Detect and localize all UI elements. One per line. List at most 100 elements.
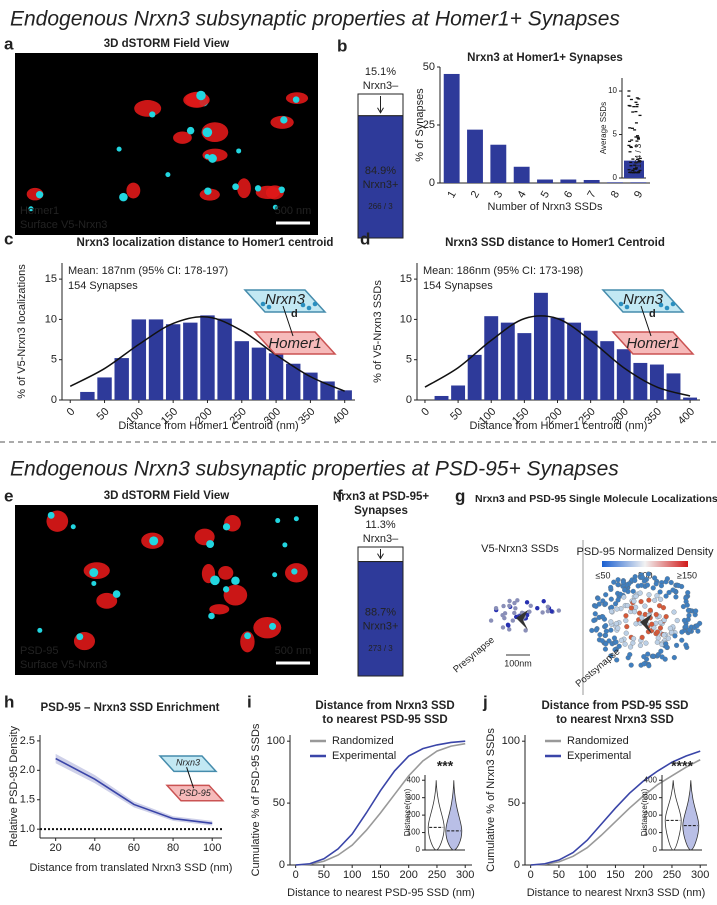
localization	[645, 651, 651, 657]
localization	[602, 601, 609, 607]
red-cluster	[96, 592, 118, 609]
cyan-spot	[272, 204, 278, 210]
localization	[653, 581, 659, 587]
data-point	[629, 165, 633, 167]
localization	[679, 637, 685, 643]
cyan-spot	[272, 572, 278, 578]
colorbar-label: ≤50	[596, 570, 611, 580]
x-tick-label: 0	[528, 869, 534, 881]
y-tick-label: 400	[407, 775, 421, 784]
data-point	[633, 129, 637, 131]
data-point	[633, 168, 637, 170]
x-tick-label: 60	[128, 842, 140, 854]
y-axis-label: Cumulative % of Nrxn3 SSDs	[485, 728, 497, 872]
x-tick-label: 250	[663, 869, 681, 881]
bar	[560, 179, 577, 183]
violin	[664, 780, 682, 851]
cyan-spot	[149, 536, 159, 546]
annotation: Mean: 187nm (95% CI: 178-197)	[68, 265, 228, 277]
x-tick-label: 8	[609, 189, 622, 200]
data-point	[636, 136, 640, 138]
y-tick-label: 0	[416, 845, 421, 854]
cyan-spot	[232, 183, 239, 191]
localization	[658, 648, 664, 654]
y-tick-label: 0	[653, 845, 658, 854]
localization	[683, 642, 689, 648]
cyan-spot	[291, 568, 298, 575]
localization	[658, 583, 664, 589]
localization	[657, 625, 664, 631]
series-line	[530, 750, 701, 866]
localization	[676, 583, 682, 589]
localization	[633, 604, 639, 610]
localization	[613, 601, 619, 607]
data-point	[634, 110, 638, 113]
legend-label: Randomized	[567, 735, 629, 747]
cyan-spot	[112, 590, 121, 598]
cyan-spot	[280, 116, 288, 124]
localization	[627, 644, 634, 650]
localization	[528, 603, 533, 608]
localization	[628, 605, 635, 611]
localization	[645, 571, 652, 577]
bar	[607, 182, 623, 183]
fit-curve	[424, 315, 691, 397]
cyan-spot	[47, 511, 55, 519]
x-tick-label: 4	[515, 189, 528, 200]
localization	[655, 635, 661, 641]
cyan-spot	[119, 192, 128, 202]
y-tick-label: 300	[407, 793, 421, 802]
cyan-spot	[35, 191, 44, 199]
bar	[217, 318, 232, 400]
x-tick-label: 100	[203, 842, 221, 854]
localization	[493, 605, 499, 611]
localization	[630, 588, 636, 594]
y-tick-label: 0	[613, 173, 618, 182]
localization	[501, 603, 506, 609]
localization	[638, 599, 644, 605]
cyan-spot	[149, 111, 156, 118]
localization	[513, 606, 518, 611]
localization	[549, 609, 554, 614]
schematic-dot	[306, 305, 312, 311]
panel-label: j	[482, 692, 488, 711]
cyan-spot	[76, 633, 84, 641]
annotation: 154 Synapses	[68, 280, 138, 292]
schematic-arrow	[640, 305, 652, 337]
y-axis-label: Relative PSD-95 Density	[8, 725, 20, 847]
scale-label: 500 nm	[275, 645, 312, 657]
localization	[597, 632, 603, 638]
data-point	[629, 161, 633, 164]
localization	[507, 598, 512, 604]
bar	[303, 372, 318, 400]
bar	[550, 317, 565, 400]
cyan-spot	[244, 632, 252, 640]
y-tick-label: 10	[608, 86, 617, 95]
y-axis-label: Distance(nm)	[640, 788, 649, 836]
x-axis-label: Distance from Homer1 centroid (nm)	[470, 420, 648, 432]
x-tick-label: 3	[492, 189, 505, 200]
data-point	[634, 136, 638, 138]
localization	[540, 610, 545, 615]
panel-label: e	[4, 486, 13, 505]
y-tick-label: 25	[423, 119, 435, 131]
localization	[502, 615, 507, 621]
localization	[670, 587, 676, 593]
bar	[467, 354, 482, 400]
panel-label: h	[4, 692, 14, 711]
localization	[623, 630, 629, 636]
bar	[251, 347, 267, 400]
value-label: 88.7%	[365, 607, 396, 619]
localization	[686, 627, 692, 633]
localization	[515, 598, 520, 603]
localization	[679, 629, 685, 635]
x-tick-label: 20	[50, 842, 62, 854]
bar	[443, 73, 460, 183]
colorbar-label: ≥150	[677, 570, 697, 580]
localization	[608, 627, 614, 633]
data-point	[635, 172, 639, 174]
micrograph	[15, 53, 318, 235]
localization	[602, 632, 609, 638]
red-cluster	[237, 178, 251, 199]
y-tick-label: 50	[273, 797, 285, 809]
